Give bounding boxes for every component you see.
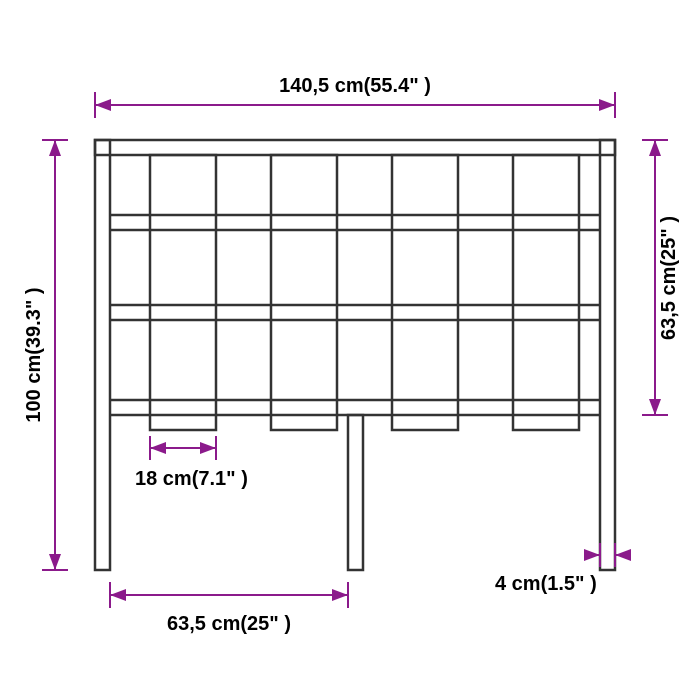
label-total-height: 100 cm(39.3" ): [23, 287, 45, 422]
label-slat-width: 18 cm(7.1" ): [135, 468, 248, 490]
dimension-diagram: 140,5 cm(55.4" ) 100 cm(39.3" ) 63,5 cm(…: [0, 0, 700, 700]
dim-leg-spacing: 63,5 cm(25" ): [110, 582, 348, 635]
product-outline: [95, 140, 615, 570]
label-thickness: 4 cm(1.5" ): [495, 573, 597, 595]
dim-total-width: 140,5 cm(55.4" ): [95, 75, 615, 118]
dim-slat-width: 18 cm(7.1" ): [135, 436, 248, 490]
label-panel-height: 63,5 cm(25" ): [658, 216, 680, 340]
label-total-width: 140,5 cm(55.4" ): [279, 75, 431, 97]
label-leg-spacing: 63,5 cm(25" ): [167, 613, 291, 635]
dim-total-height: 100 cm(39.3" ): [23, 140, 68, 570]
dim-panel-height: 63,5 cm(25" ): [642, 140, 680, 415]
